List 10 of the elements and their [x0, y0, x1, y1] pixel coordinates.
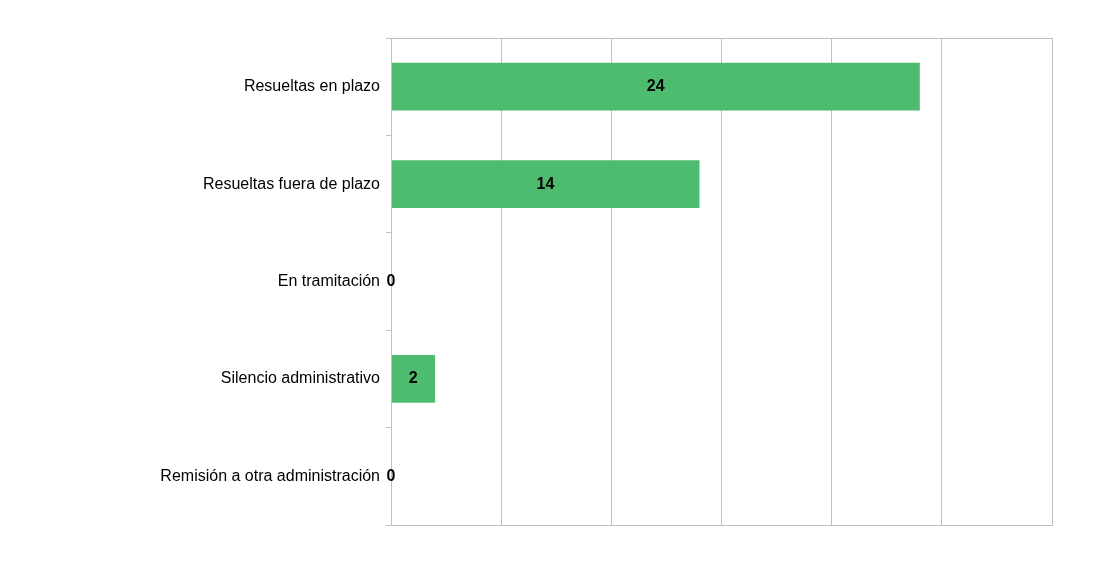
data-label: 0	[386, 271, 396, 289]
data-label: 0	[386, 466, 396, 484]
data-label: 24	[646, 77, 665, 95]
data-label: 14	[536, 174, 555, 192]
y-tick-label: Resueltas en plazo	[243, 77, 381, 95]
y-tick-label: Remisión a otra administración	[160, 466, 380, 484]
y-tick-label: Resueltas fuera de plazo	[203, 174, 381, 192]
y-tick-label: Silencio administrativo	[220, 369, 381, 387]
data-label: 2	[408, 369, 418, 387]
y-tick-label: En tramitación	[277, 271, 380, 289]
